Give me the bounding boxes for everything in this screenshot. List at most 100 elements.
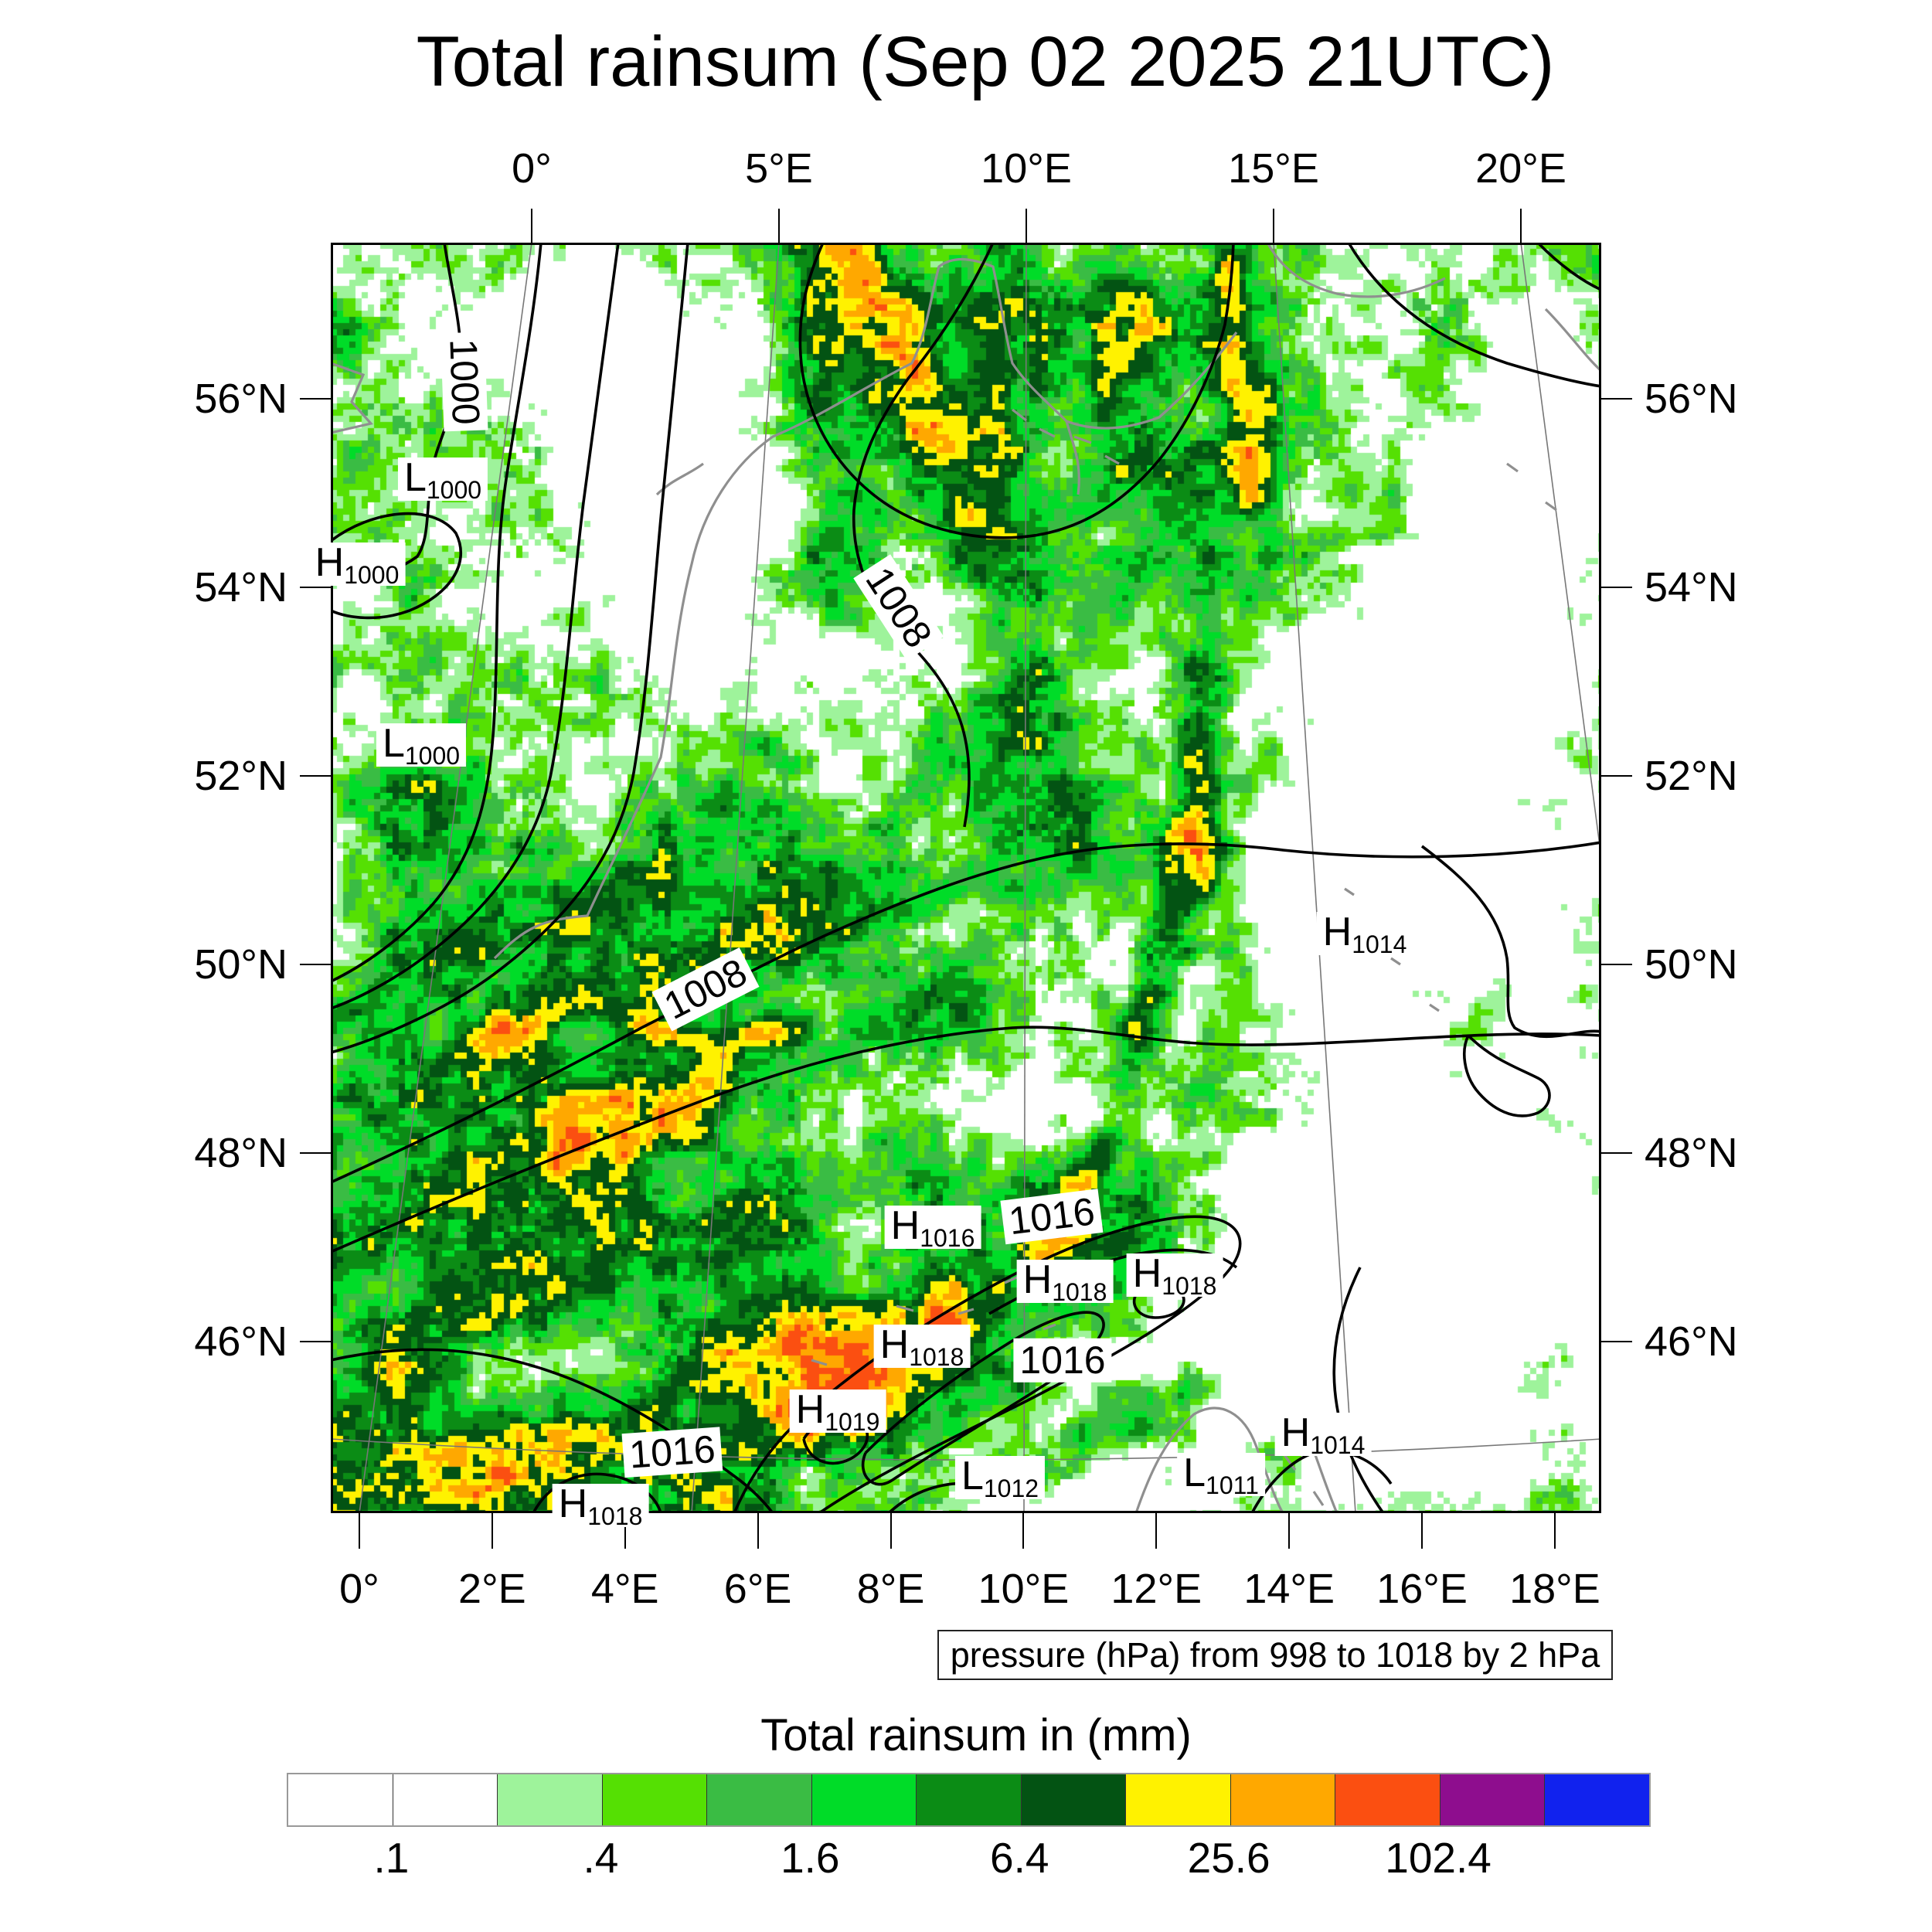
pressure-center-label-h1018: H1018 [1016, 1257, 1114, 1306]
axis-tick [1026, 209, 1027, 243]
pressure-letter: H [315, 540, 345, 585]
colorbar-tick-label: 25.6 [1187, 1834, 1270, 1882]
axis-tick [1288, 1513, 1291, 1549]
axis-tick-label: 18°E [1509, 1566, 1600, 1612]
pressure-letter: H [890, 1203, 920, 1248]
pressure-value: 1019 [825, 1408, 880, 1436]
pressure-center-label-h1018: H1018 [552, 1481, 649, 1530]
axis-tick-label: 50°N [1645, 941, 1738, 988]
colorbar-segment-1 [393, 1774, 498, 1825]
axis-tick [1520, 209, 1522, 243]
pressure-center-label-h1014: H1014 [1274, 1410, 1372, 1459]
axis-tick [1601, 1152, 1632, 1154]
axis-tick [1601, 587, 1632, 588]
coastline-paths [331, 243, 1601, 1513]
colorbar-segment-6 [917, 1774, 1022, 1825]
axis-tick-label: 4°E [590, 1566, 659, 1612]
axis-tick-label: 20°E [1475, 145, 1566, 192]
isobar-value-label: 1016 [621, 1427, 723, 1478]
pressure-letter: H [1132, 1251, 1162, 1296]
axis-tick-label: 52°N [194, 753, 287, 799]
axis-tick [1601, 964, 1632, 965]
colorbar-segment-2 [498, 1774, 603, 1825]
axis-tick-label: 12°E [1111, 1566, 1202, 1612]
pressure-center-label-l1011: L1011 [1177, 1451, 1265, 1499]
axis-tick-label: 5°E [745, 145, 813, 192]
pressure-center-label-h1014: H1014 [1316, 910, 1413, 957]
axis-tick-label: 50°N [194, 941, 287, 988]
pressure-value: 1018 [1052, 1278, 1107, 1306]
pressure-value: 1000 [344, 561, 400, 589]
axis-tick-label: 6°E [723, 1566, 792, 1612]
axis-tick-label: 54°N [194, 564, 287, 611]
axis-tick [300, 775, 331, 777]
colorbar-segment-8 [1126, 1774, 1231, 1825]
colorbar [287, 1773, 1651, 1827]
axis-tick-label: 10°E [981, 145, 1072, 192]
page-title: Total rainsum (Sep 02 2025 21UTC) [416, 22, 1555, 101]
pressure-value: 1014 [1310, 1431, 1366, 1459]
pressure-letter: L [382, 721, 405, 766]
pressure-letter: H [1322, 910, 1352, 954]
pressure-letter: H [795, 1387, 825, 1432]
axis-tick [1601, 775, 1632, 777]
axis-tick [1155, 1513, 1158, 1549]
colorbar-segment-7 [1021, 1774, 1127, 1825]
pressure-center-label-h1019: H1019 [789, 1387, 886, 1436]
colorbar-tick-label: .4 [583, 1834, 619, 1882]
axis-tick-label: 54°N [1645, 564, 1738, 611]
pressure-center-label-h1018: H1018 [1126, 1251, 1223, 1300]
axis-tick [1022, 1513, 1025, 1549]
axis-tick [778, 209, 780, 243]
pressure-center-label-l1000: L1000 [397, 457, 488, 502]
axis-tick [1273, 209, 1274, 243]
pressure-letter: L [961, 1454, 984, 1498]
axis-tick-label: 0° [512, 145, 552, 192]
pressure-letter: H [1022, 1257, 1053, 1302]
colorbar-segment-3 [602, 1774, 708, 1825]
axis-tick [531, 209, 532, 243]
pressure-letter: H [879, 1322, 910, 1367]
axis-tick [300, 398, 331, 400]
axis-tick-label: 46°N [1645, 1318, 1738, 1365]
axis-tick-label: 56°N [194, 376, 287, 422]
colorbar-segment-11 [1440, 1774, 1546, 1825]
colorbar-segment-0 [288, 1774, 393, 1825]
pressure-caption: pressure (hPa) from 998 to 1018 by 2 hPa [937, 1630, 1613, 1680]
axis-tick-label: 0° [339, 1566, 379, 1612]
pressure-value: 1016 [920, 1224, 975, 1252]
colorbar-segment-5 [811, 1774, 917, 1825]
axis-tick-label: 46°N [194, 1318, 287, 1365]
axis-tick [1421, 1513, 1423, 1549]
pressure-value: 1012 [983, 1475, 1039, 1502]
colorbar-tick-label: .1 [373, 1834, 410, 1882]
pressure-value: 1011 [1206, 1471, 1259, 1499]
axis-tick-label: 10°E [978, 1566, 1070, 1612]
pressure-letter: H [558, 1481, 588, 1526]
legend-title: Total rainsum in (mm) [760, 1710, 1192, 1760]
axis-tick-label: 48°N [194, 1130, 287, 1176]
axis-tick [1601, 1341, 1632, 1342]
axis-tick-label: 15°E [1228, 145, 1319, 192]
colorbar-tick-label: 1.6 [781, 1834, 840, 1882]
axis-tick-label: 2°E [458, 1566, 526, 1612]
pressure-letter: H [1281, 1410, 1311, 1455]
colorbar-segment-4 [707, 1774, 812, 1825]
axis-tick [300, 587, 331, 588]
axis-tick [300, 1152, 331, 1154]
axis-tick [359, 1513, 360, 1549]
axis-tick [300, 964, 331, 965]
pressure-value: 1000 [404, 742, 461, 770]
pressure-value: 1018 [1162, 1272, 1217, 1300]
colorbar-segment-12 [1545, 1774, 1649, 1825]
axis-tick [1601, 398, 1632, 400]
pressure-letter: L [1183, 1451, 1206, 1495]
graticule-lines [331, 243, 1601, 1513]
pressure-center-label-h1016: H1016 [884, 1203, 981, 1252]
isobar-value-label: 1000 [440, 332, 488, 432]
pressure-center-label-h1018: H1018 [873, 1322, 971, 1369]
axis-tick [300, 1341, 331, 1342]
pressure-center-label-h1000: H1000 [308, 540, 406, 589]
pressure-value: 1018 [587, 1502, 643, 1530]
